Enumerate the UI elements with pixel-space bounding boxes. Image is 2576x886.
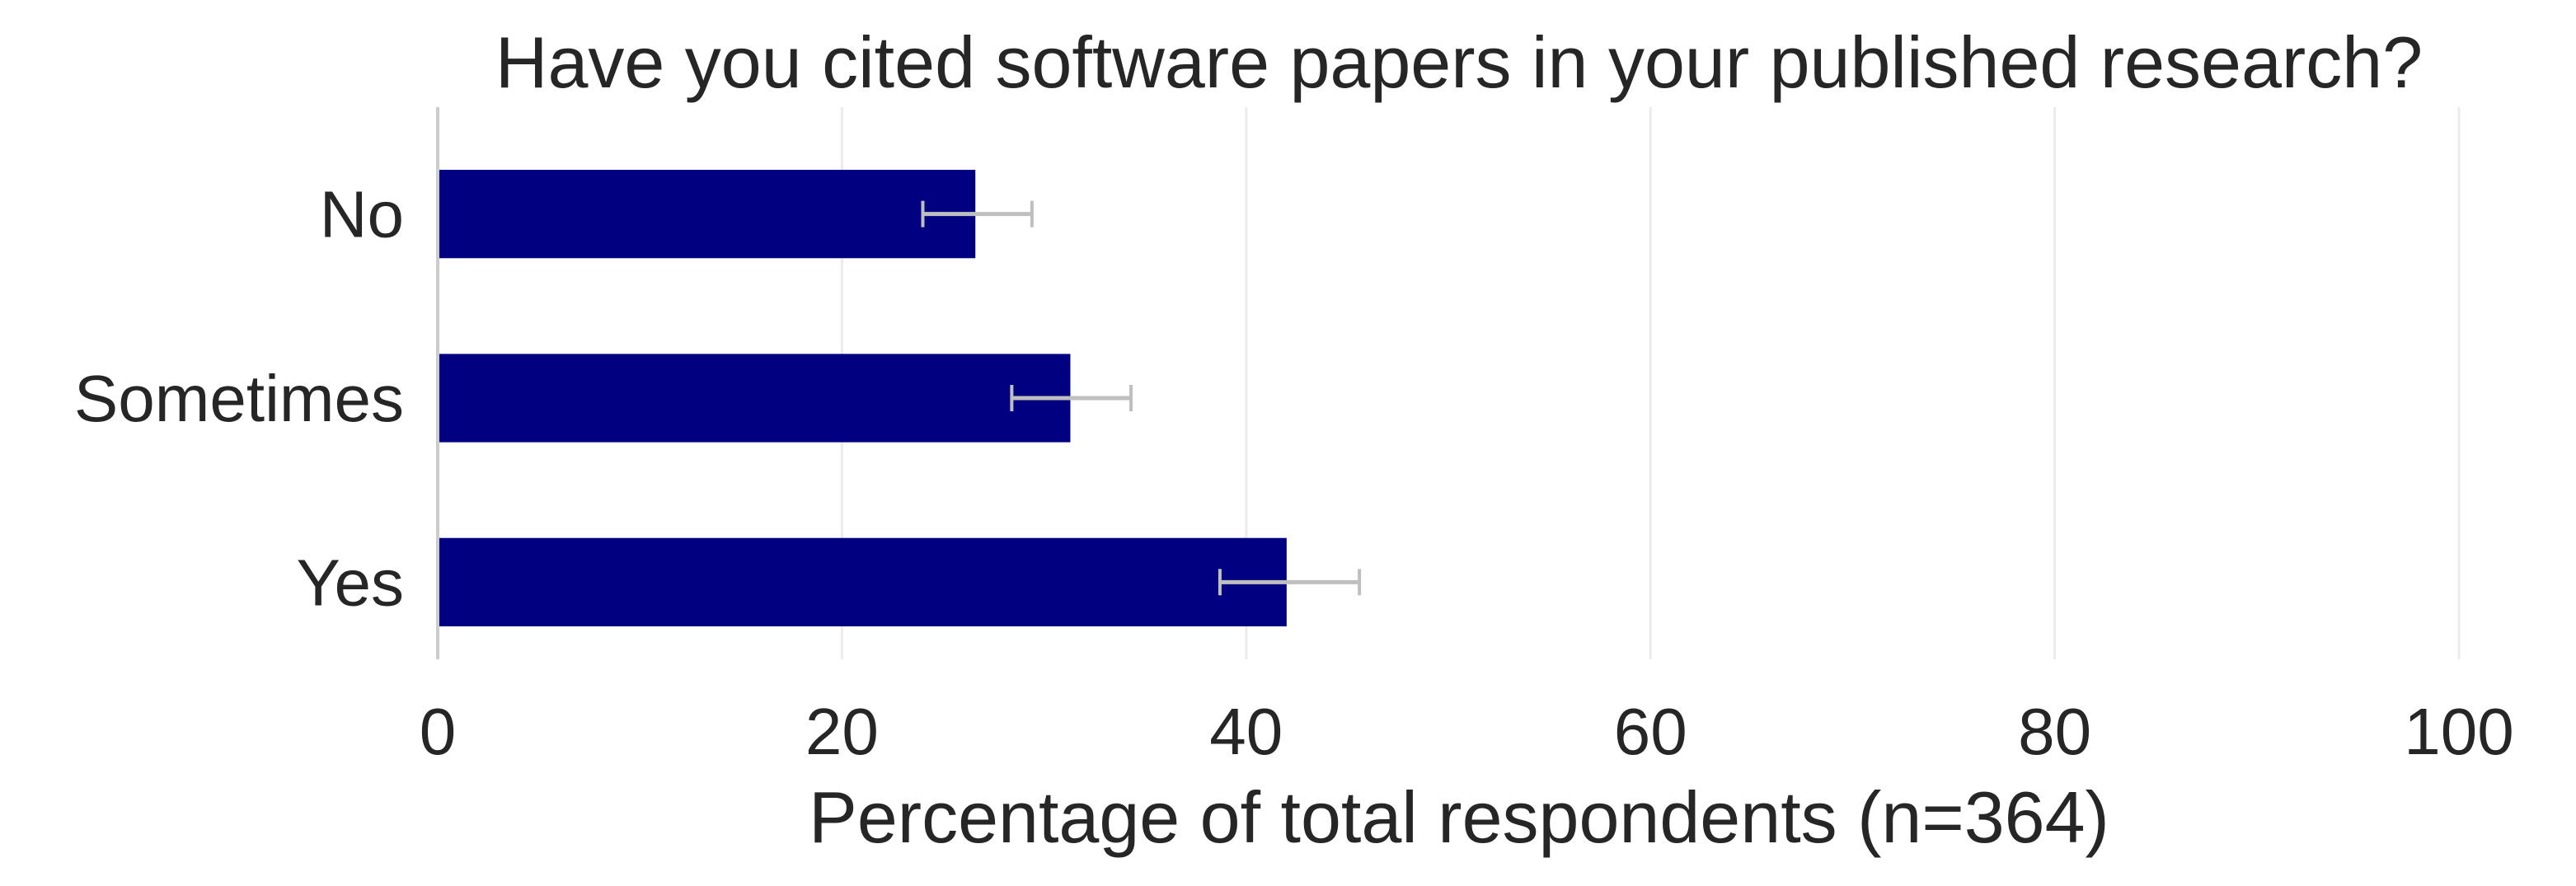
y-tick-label: Sometimes bbox=[74, 362, 404, 435]
bar-yes bbox=[439, 537, 1287, 626]
y-tick-labels: No Sometimes Yes bbox=[74, 178, 404, 620]
x-tick-label: 20 bbox=[805, 695, 879, 768]
x-tick-label: 100 bbox=[2404, 695, 2513, 768]
x-tick-label: 60 bbox=[1614, 695, 1687, 768]
error-bars bbox=[921, 200, 1362, 596]
y-tick-label: No bbox=[320, 178, 404, 251]
x-tick-label: 0 bbox=[420, 695, 457, 768]
chart-title: Have you cited software papers in your p… bbox=[495, 21, 2423, 103]
x-tick-label: 80 bbox=[2018, 695, 2091, 768]
x-axis-label: Percentage of total respondents (n=364) bbox=[809, 776, 2109, 858]
x-tick-labels: 0 20 40 60 80 100 bbox=[420, 695, 2514, 768]
y-tick-label: Yes bbox=[296, 546, 404, 619]
bar-no bbox=[439, 170, 976, 259]
bar-sometimes bbox=[439, 354, 1071, 443]
bars bbox=[439, 170, 1287, 626]
x-tick-label: 40 bbox=[1209, 695, 1283, 768]
